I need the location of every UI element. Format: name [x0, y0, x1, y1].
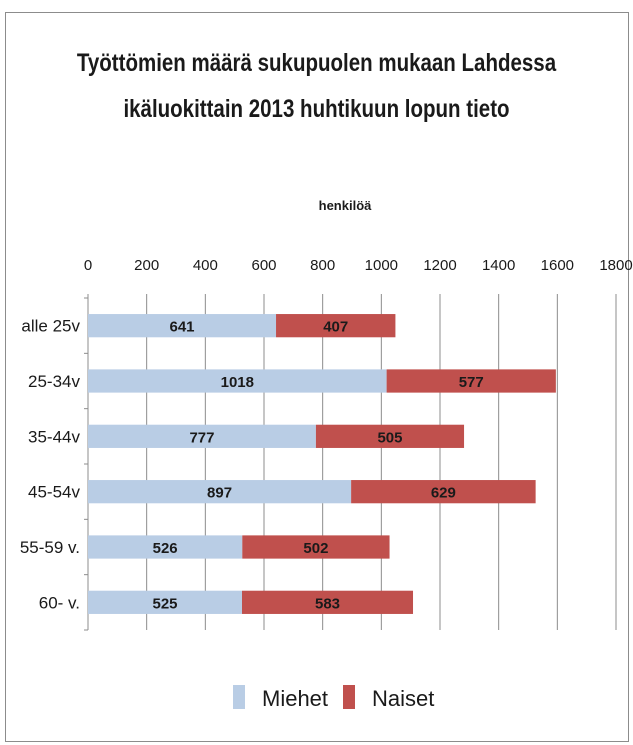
- bar-miehet: [88, 535, 243, 559]
- data-label: 777: [189, 429, 214, 446]
- x-tick-label: 1600: [541, 257, 574, 274]
- x-tick-label: 1000: [365, 257, 398, 274]
- chart-title-line-1: Työttömien määrä sukupuolen mukaan Lahde…: [76, 49, 557, 77]
- x-tick-label: 600: [251, 257, 276, 274]
- category-label: 25-34v: [28, 372, 80, 391]
- x-tick-label: 200: [134, 257, 159, 274]
- x-tick-label: 1200: [423, 257, 456, 274]
- chart-title: Työttömien määrä sukupuolen mukaan Lahde…: [57, 40, 576, 132]
- category-label: 35-44v: [28, 427, 80, 446]
- data-label: 1018: [221, 374, 254, 391]
- data-label: 502: [303, 540, 328, 557]
- data-label: 525: [152, 595, 177, 612]
- data-label: 629: [431, 485, 456, 502]
- data-label: 505: [377, 429, 402, 446]
- data-label: 583: [315, 595, 340, 612]
- bar-miehet: [88, 369, 387, 393]
- chart-title-line-2: ikäluokittain 2013 huhtikuun lopun tieto: [123, 95, 510, 123]
- category-label: 55-59 v.: [20, 538, 80, 557]
- category-label: alle 25v: [21, 317, 80, 336]
- bar-miehet: [88, 314, 277, 338]
- category-labels: alle 25v 25-34v 35-44v 45-54v 55-59 v. 60- v.: [20, 317, 81, 613]
- gridlines: [146, 298, 617, 630]
- data-label: 641: [169, 319, 194, 336]
- bar-naiset: [386, 369, 556, 393]
- bar-naiset: [242, 535, 390, 559]
- x-tick-label: 1800: [599, 257, 632, 274]
- x-axis-title: henkilöä: [319, 198, 373, 213]
- x-tick-label: 1400: [482, 257, 515, 274]
- legend-swatch-naiset: [343, 685, 355, 709]
- bar-miehet: [88, 590, 242, 614]
- legend-swatch-miehet: [233, 685, 245, 709]
- category-label: 45-54v: [28, 483, 80, 502]
- x-tick-label: 800: [310, 257, 335, 274]
- data-label: 526: [153, 540, 178, 557]
- data-label: 577: [459, 374, 484, 391]
- bar-naiset: [242, 590, 414, 614]
- legend-label-naiset: Naiset: [372, 686, 434, 711]
- legend: Miehet Naiset: [233, 685, 434, 711]
- category-label: 60- v.: [39, 593, 80, 612]
- x-axis-ticks: 0 200 400 600 800 1000 1200 1400 1600 1800: [84, 257, 633, 631]
- data-labels: 641 407 1018 577 777 505 897 629 526 502 525 583: [152, 319, 483, 613]
- bar-miehet: [88, 424, 316, 448]
- data-label: 407: [323, 319, 348, 336]
- bar-miehet: [88, 480, 352, 504]
- x-tick-label: 400: [193, 257, 218, 274]
- bar-naiset: [276, 314, 396, 338]
- bar-naiset: [315, 424, 465, 448]
- legend-label-miehet: Miehet: [262, 686, 328, 711]
- x-tick-label: 0: [84, 257, 92, 274]
- bar-naiset: [351, 480, 536, 504]
- bar-series: [88, 314, 556, 614]
- data-label: 897: [207, 485, 232, 502]
